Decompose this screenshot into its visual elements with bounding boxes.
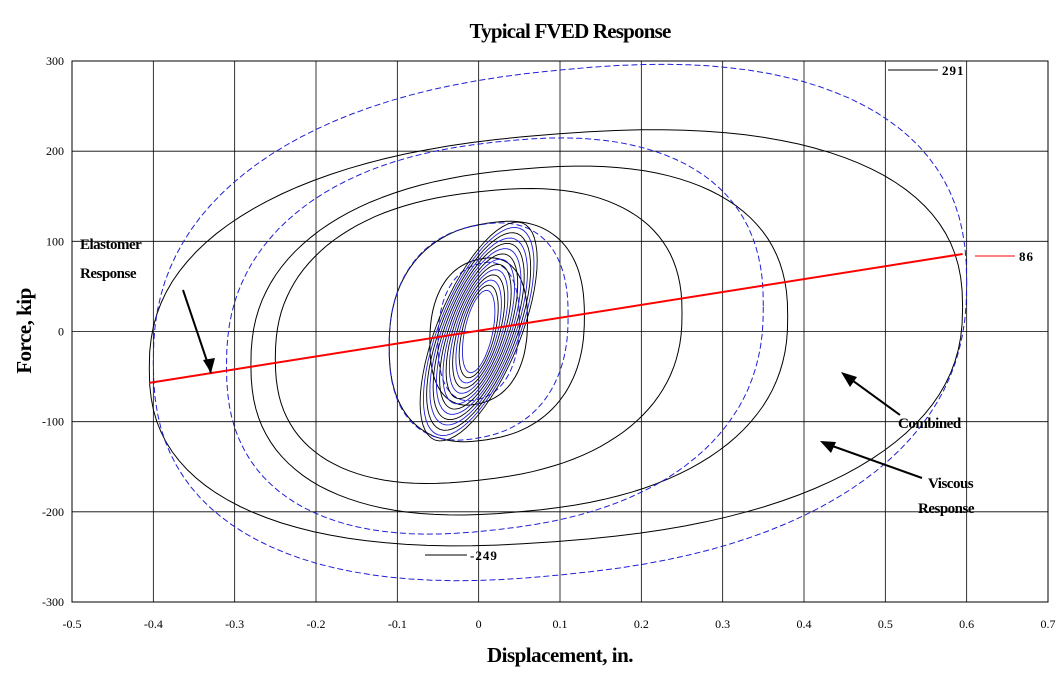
- combined-arrow: [844, 374, 901, 416]
- y-tick-label: 300: [46, 54, 64, 68]
- combined-arrow-head: [841, 372, 857, 387]
- elastomer-response-line: [149, 252, 963, 384]
- x-tick-label: 0.2: [634, 617, 649, 631]
- viscous-label: Viscous Response: [918, 476, 975, 517]
- y-tick-label: -100: [42, 415, 64, 429]
- x-tick-label: 0.7: [1041, 617, 1056, 631]
- x-tick-labels: -0.5 -0.4 -0.3 -0.2 -0.1 0 0.1 0.2 0.3 0.4 0.5 0.6 0…: [63, 617, 1056, 631]
- core-cycle: [455, 279, 502, 384]
- annotations: Elastomer Response Combined Viscous Respon…: [80, 63, 1034, 563]
- hysteresis-loops: [148, 63, 968, 582]
- core-cycle: [426, 232, 532, 431]
- core-cycle: [445, 263, 512, 400]
- elastomer-arrow-head: [203, 358, 215, 373]
- viscous-arrow-head: [820, 441, 836, 453]
- y-tick-label: 100: [46, 234, 64, 248]
- y-tick-label: 0: [58, 325, 64, 339]
- y-tick-labels: 300 200 100 0 -100 -200 -300: [42, 54, 64, 609]
- core-cycle: [458, 284, 499, 379]
- core-cycle: [439, 253, 519, 410]
- viscous-loop: [250, 165, 789, 516]
- plot-border: [71, 60, 1049, 603]
- core-cycle: [461, 289, 496, 374]
- core-cycle: [448, 269, 509, 394]
- x-tick-label: -0.4: [144, 617, 163, 631]
- y-tick-label: -300: [42, 595, 64, 609]
- elastomer-label: Elastomer Response: [80, 237, 142, 282]
- y-axis-title: Force, kip: [12, 288, 36, 374]
- y-tick-label: 200: [46, 144, 64, 158]
- y-tick-label: -200: [42, 505, 64, 519]
- combined-loop: [437, 261, 520, 402]
- elastomer-line: [149, 252, 963, 384]
- core-cycle: [422, 226, 535, 437]
- combined-loop: [388, 222, 569, 441]
- viscous-loop: [274, 187, 683, 485]
- elastomer-label-line1: Elastomer: [80, 237, 142, 253]
- callout-neg249: -249: [470, 548, 498, 563]
- x-tick-label: 0: [476, 617, 482, 631]
- core-cycle: [432, 242, 525, 421]
- x-tick-label: 0.4: [797, 617, 812, 631]
- x-axis-title: Displacement, in.: [487, 643, 633, 667]
- core-cycle: [419, 221, 538, 442]
- elastomer-arrow: [182, 289, 212, 374]
- core-cycle: [435, 248, 522, 415]
- x-tick-label: -0.5: [63, 617, 82, 631]
- x-tick-label: 0.1: [553, 617, 568, 631]
- core-cycle: [429, 237, 528, 426]
- viscous-arrow: [823, 442, 923, 479]
- x-tick-label: 0.3: [715, 617, 730, 631]
- callout-86: 86: [1019, 249, 1034, 264]
- combined-loop: [152, 63, 968, 582]
- viscous-loop: [148, 129, 964, 547]
- core-cycle: [452, 274, 506, 389]
- viscous-label-line1: Viscous: [928, 476, 974, 492]
- x-tick-label: 0.5: [878, 617, 893, 631]
- x-tick-label: -0.1: [388, 617, 407, 631]
- callout-291: 291: [942, 63, 965, 78]
- core-cycle: [442, 258, 515, 405]
- viscous-loop: [429, 257, 528, 406]
- x-tick-label: -0.2: [307, 617, 326, 631]
- combined-label: Combined: [898, 416, 962, 432]
- chart-title: Typical FVED Response: [470, 19, 671, 43]
- x-tick-label: 0.6: [959, 617, 974, 631]
- elastomer-label-line2: Response: [80, 266, 137, 282]
- combined-loop: [225, 137, 764, 535]
- viscous-label-line2: Response: [918, 501, 975, 517]
- x-tick-label: -0.3: [225, 617, 244, 631]
